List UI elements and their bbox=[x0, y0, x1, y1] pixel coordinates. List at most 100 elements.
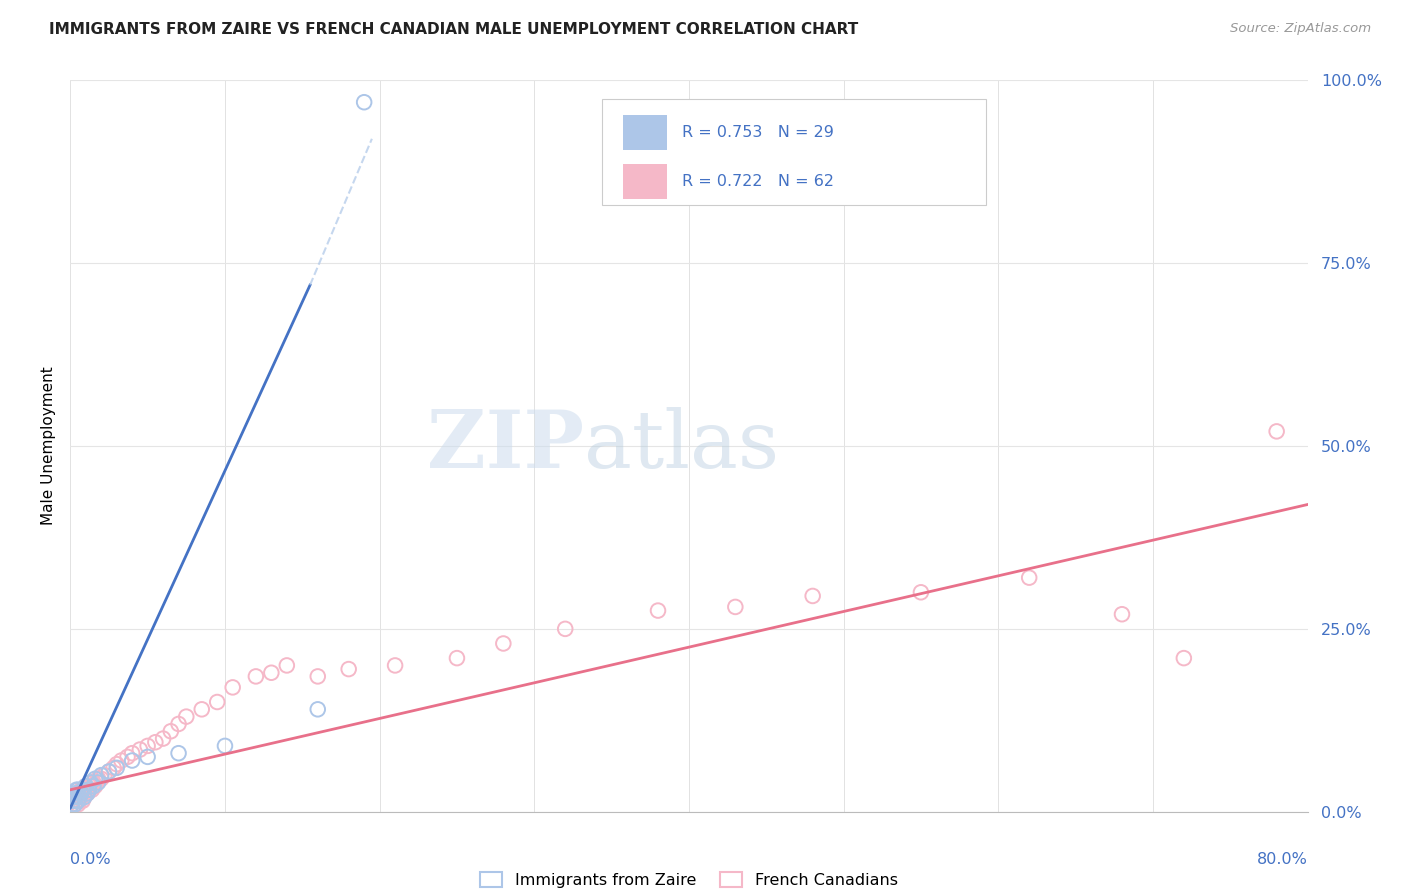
Point bbox=[353, 95, 375, 110]
Point bbox=[69, 790, 91, 805]
Point bbox=[1173, 651, 1195, 665]
Point bbox=[98, 764, 120, 779]
Point bbox=[69, 794, 91, 808]
Text: IMMIGRANTS FROM ZAIRE VS FRENCH CANADIAN MALE UNEMPLOYMENT CORRELATION CHART: IMMIGRANTS FROM ZAIRE VS FRENCH CANADIAN… bbox=[49, 22, 859, 37]
Point bbox=[110, 754, 132, 768]
Point bbox=[492, 636, 515, 650]
FancyBboxPatch shape bbox=[623, 115, 666, 151]
Point bbox=[160, 724, 183, 739]
Point bbox=[167, 746, 190, 760]
Y-axis label: Male Unemployment: Male Unemployment bbox=[41, 367, 56, 525]
Text: Source: ZipAtlas.com: Source: ZipAtlas.com bbox=[1230, 22, 1371, 36]
Point bbox=[174, 709, 197, 723]
Point bbox=[337, 662, 360, 676]
Point bbox=[724, 599, 747, 614]
Point bbox=[82, 775, 105, 789]
Point bbox=[90, 772, 112, 786]
Point bbox=[72, 787, 94, 801]
Point bbox=[103, 761, 125, 775]
Point bbox=[67, 782, 90, 797]
Point bbox=[117, 749, 139, 764]
Point bbox=[79, 779, 101, 793]
Point bbox=[1265, 425, 1288, 439]
Point bbox=[79, 775, 101, 789]
Point bbox=[384, 658, 406, 673]
Point bbox=[75, 779, 97, 793]
Point bbox=[214, 739, 236, 753]
Point bbox=[62, 794, 84, 808]
Point bbox=[276, 658, 298, 673]
Point bbox=[136, 749, 159, 764]
Point bbox=[72, 782, 94, 797]
Point bbox=[87, 772, 110, 786]
Point bbox=[87, 775, 110, 789]
Point bbox=[554, 622, 576, 636]
Point bbox=[84, 772, 107, 786]
Text: ZIP: ZIP bbox=[427, 407, 583, 485]
Point bbox=[82, 779, 105, 793]
Point bbox=[121, 746, 143, 760]
Point bbox=[63, 787, 86, 801]
Text: R = 0.753   N = 29: R = 0.753 N = 29 bbox=[682, 126, 834, 140]
Legend: Immigrants from Zaire, French Canadians: Immigrants from Zaire, French Canadians bbox=[479, 871, 898, 888]
Point bbox=[307, 702, 329, 716]
Point bbox=[65, 782, 87, 797]
Text: 0.0%: 0.0% bbox=[70, 852, 111, 867]
Point bbox=[73, 790, 96, 805]
Point bbox=[129, 742, 152, 756]
FancyBboxPatch shape bbox=[623, 163, 666, 199]
Point bbox=[145, 735, 166, 749]
Point bbox=[801, 589, 824, 603]
Point bbox=[76, 787, 98, 801]
Point bbox=[77, 782, 100, 797]
Point bbox=[260, 665, 283, 680]
Point bbox=[62, 794, 84, 808]
Point bbox=[80, 782, 103, 797]
Point bbox=[245, 669, 267, 683]
Point bbox=[63, 797, 86, 812]
Point bbox=[910, 585, 932, 599]
Text: atlas: atlas bbox=[583, 407, 779, 485]
Point bbox=[70, 787, 93, 801]
Text: 80.0%: 80.0% bbox=[1257, 852, 1308, 867]
Point bbox=[446, 651, 468, 665]
Point bbox=[63, 797, 86, 812]
Point bbox=[72, 794, 94, 808]
Point bbox=[152, 731, 174, 746]
Point bbox=[73, 782, 96, 797]
Text: R = 0.722   N = 62: R = 0.722 N = 62 bbox=[682, 174, 834, 189]
Point bbox=[60, 797, 83, 812]
Point bbox=[98, 764, 120, 779]
Point bbox=[67, 794, 90, 808]
Point bbox=[207, 695, 229, 709]
Point bbox=[191, 702, 214, 716]
Point bbox=[105, 761, 128, 775]
Point bbox=[121, 754, 143, 768]
Point bbox=[70, 782, 93, 797]
Point bbox=[65, 787, 87, 801]
Point bbox=[93, 768, 115, 782]
Point bbox=[70, 790, 93, 805]
Point bbox=[90, 768, 112, 782]
Point bbox=[86, 775, 108, 789]
Point bbox=[67, 797, 90, 812]
Point bbox=[75, 787, 97, 801]
Point bbox=[65, 794, 87, 808]
Point bbox=[65, 790, 87, 805]
Point bbox=[75, 779, 97, 793]
Point bbox=[62, 790, 84, 805]
Point bbox=[62, 790, 84, 805]
Point bbox=[73, 790, 96, 805]
Point bbox=[63, 790, 86, 805]
Point bbox=[167, 717, 190, 731]
Point bbox=[67, 790, 90, 805]
Point bbox=[69, 787, 91, 801]
Point bbox=[84, 779, 107, 793]
Point bbox=[647, 603, 669, 617]
FancyBboxPatch shape bbox=[602, 99, 986, 204]
Point bbox=[307, 669, 329, 683]
Point bbox=[76, 787, 98, 801]
Point bbox=[1111, 607, 1133, 622]
Point bbox=[105, 757, 128, 772]
Point bbox=[222, 681, 245, 695]
